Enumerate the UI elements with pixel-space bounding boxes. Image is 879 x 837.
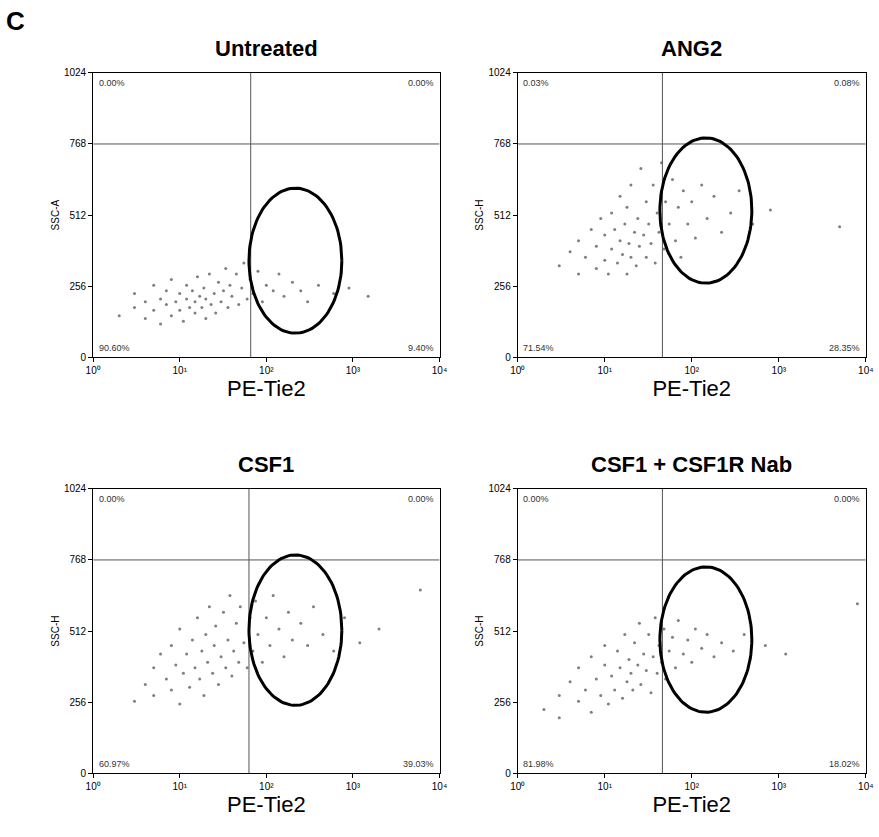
svg-text:C: C	[6, 6, 25, 36]
svg-text:10¹: 10¹	[173, 781, 188, 792]
svg-text:SSC-H: SSC-H	[474, 200, 485, 231]
svg-text:10³: 10³	[346, 365, 361, 376]
svg-text:10⁴: 10⁴	[432, 365, 447, 376]
svg-text:1024: 1024	[488, 483, 511, 494]
svg-text:10⁴: 10⁴	[858, 365, 873, 376]
svg-text:10³: 10³	[772, 365, 787, 376]
svg-text:10⁰: 10⁰	[86, 365, 101, 376]
svg-text:0.00%: 0.00%	[408, 78, 434, 88]
svg-text:10⁰: 10⁰	[510, 365, 525, 376]
svg-text:SSC-A: SSC-A	[50, 199, 61, 230]
svg-text:0: 0	[505, 352, 511, 363]
svg-text:28.35%: 28.35%	[829, 343, 860, 353]
svg-text:60.97%: 60.97%	[99, 759, 130, 769]
svg-text:39.03%: 39.03%	[403, 759, 434, 769]
svg-text:0: 0	[505, 768, 511, 779]
svg-text:PE-Tie2: PE-Tie2	[227, 376, 306, 401]
svg-text:81.98%: 81.98%	[523, 759, 554, 769]
svg-text:768: 768	[494, 138, 511, 149]
svg-text:768: 768	[69, 554, 86, 565]
svg-text:90.60%: 90.60%	[99, 343, 130, 353]
svg-text:10¹: 10¹	[598, 365, 613, 376]
svg-text:PE-Tie2: PE-Tie2	[652, 376, 731, 401]
svg-text:256: 256	[494, 281, 511, 292]
svg-text:SSC-H: SSC-H	[50, 616, 61, 647]
svg-text:PE-Tie2: PE-Tie2	[227, 792, 306, 817]
svg-text:10²: 10²	[259, 365, 274, 376]
svg-text:768: 768	[494, 554, 511, 565]
svg-text:PE-Tie2: PE-Tie2	[652, 792, 731, 817]
svg-text:0.08%: 0.08%	[834, 78, 860, 88]
svg-text:10³: 10³	[346, 781, 361, 792]
svg-text:512: 512	[494, 626, 511, 637]
svg-text:10²: 10²	[685, 365, 700, 376]
svg-text:512: 512	[494, 210, 511, 221]
svg-text:10⁴: 10⁴	[432, 781, 447, 792]
svg-text:0.00%: 0.00%	[523, 494, 549, 504]
svg-text:512: 512	[69, 626, 86, 637]
svg-text:10²: 10²	[685, 781, 700, 792]
svg-text:1024: 1024	[64, 483, 87, 494]
svg-text:CSF1 + CSF1R Nab: CSF1 + CSF1R Nab	[591, 452, 792, 477]
svg-text:10³: 10³	[772, 781, 787, 792]
svg-text:256: 256	[69, 281, 86, 292]
svg-text:10⁰: 10⁰	[510, 781, 525, 792]
svg-text:SSC-H: SSC-H	[474, 616, 485, 647]
svg-text:10⁴: 10⁴	[858, 781, 873, 792]
svg-text:0: 0	[81, 768, 87, 779]
svg-text:10²: 10²	[259, 781, 274, 792]
svg-text:10¹: 10¹	[173, 365, 188, 376]
svg-text:10¹: 10¹	[598, 781, 613, 792]
svg-text:CSF1: CSF1	[238, 452, 294, 477]
svg-text:0.00%: 0.00%	[408, 494, 434, 504]
svg-text:512: 512	[69, 210, 86, 221]
svg-text:1024: 1024	[488, 67, 511, 78]
svg-text:9.40%: 9.40%	[408, 343, 434, 353]
svg-text:1024: 1024	[64, 67, 87, 78]
svg-text:0.00%: 0.00%	[99, 78, 125, 88]
svg-text:256: 256	[494, 697, 511, 708]
svg-text:18.02%: 18.02%	[829, 759, 860, 769]
svg-text:ANG2: ANG2	[661, 36, 722, 61]
svg-text:10⁰: 10⁰	[86, 781, 101, 792]
svg-text:71.54%: 71.54%	[523, 343, 554, 353]
svg-text:0.00%: 0.00%	[99, 494, 125, 504]
svg-text:768: 768	[69, 138, 86, 149]
svg-text:256: 256	[69, 697, 86, 708]
svg-text:0.03%: 0.03%	[523, 78, 549, 88]
svg-text:Untreated: Untreated	[215, 36, 318, 61]
svg-text:0.00%: 0.00%	[834, 494, 860, 504]
svg-text:0: 0	[81, 352, 87, 363]
